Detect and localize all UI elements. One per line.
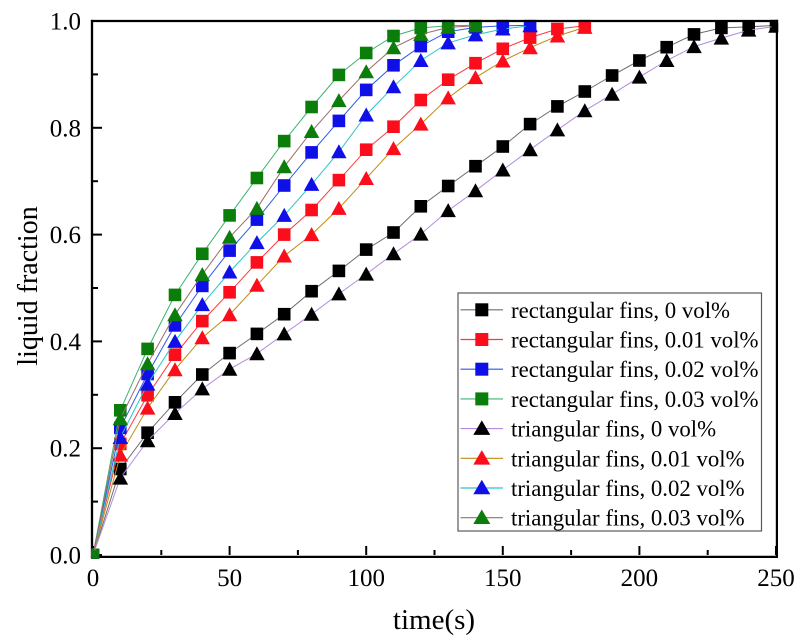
svg-text:0.4: 0.4	[50, 329, 82, 356]
svg-text:1.0: 1.0	[50, 9, 81, 36]
svg-text:triangular fins, 0.03 vol%: triangular fins, 0.03 vol%	[511, 506, 745, 531]
svg-text:0.8: 0.8	[50, 115, 81, 142]
svg-text:50: 50	[217, 565, 242, 592]
svg-text:0.2: 0.2	[50, 436, 81, 463]
svg-text:0.0: 0.0	[50, 543, 81, 570]
svg-text:triangular fins, 0.01 vol%: triangular fins, 0.01 vol%	[511, 446, 745, 471]
svg-text:rectangular fins, 0.03 vol%: rectangular fins, 0.03 vol%	[511, 387, 759, 412]
svg-text:triangular fins, 0.02 vol%: triangular fins, 0.02 vol%	[511, 476, 745, 501]
svg-text:rectangular fins, 0.01 vol%: rectangular fins, 0.01 vol%	[511, 328, 759, 353]
svg-text:liquid fraction: liquid fraction	[13, 206, 44, 365]
svg-text:250: 250	[757, 565, 795, 592]
svg-text:0: 0	[87, 565, 100, 592]
svg-text:rectangular fins, 0.02 vol%: rectangular fins, 0.02 vol%	[511, 357, 759, 382]
svg-text:0.6: 0.6	[50, 222, 81, 249]
svg-text:200: 200	[621, 565, 659, 592]
svg-text:triangular fins, 0 vol%: triangular fins, 0 vol%	[511, 417, 716, 442]
svg-text:time(s): time(s)	[393, 604, 475, 636]
svg-text:100: 100	[347, 565, 385, 592]
svg-text:150: 150	[484, 565, 522, 592]
svg-text:rectangular fins, 0 vol%: rectangular fins, 0 vol%	[511, 298, 730, 323]
